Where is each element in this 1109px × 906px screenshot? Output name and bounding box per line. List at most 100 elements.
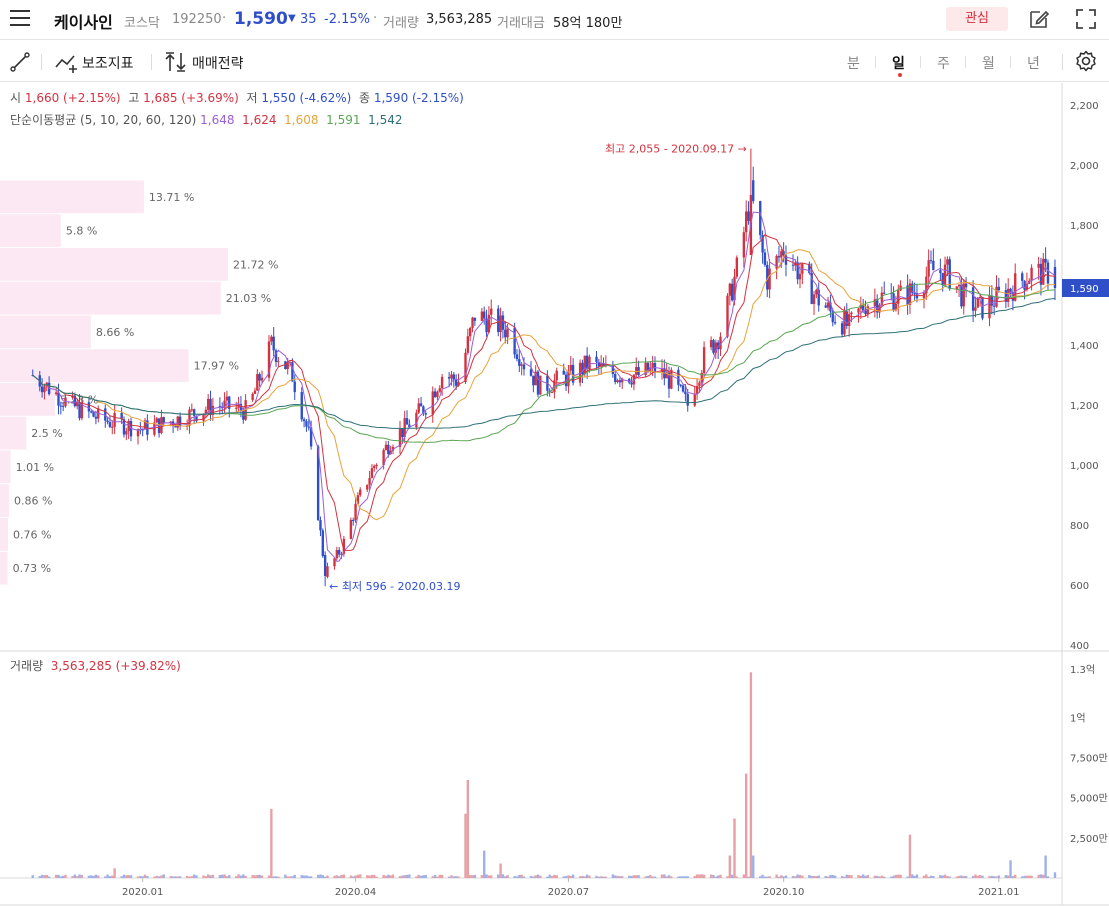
volume-bar — [389, 875, 392, 878]
favorite-button[interactable]: 관심 — [946, 7, 1008, 31]
candle-body — [810, 273, 813, 304]
volume-bar — [635, 875, 638, 878]
period-day[interactable]: 일 — [892, 56, 905, 72]
candle-body — [730, 283, 734, 301]
volume-bar — [651, 876, 654, 878]
volume-bar — [94, 874, 98, 878]
candle-body — [309, 427, 313, 447]
period-week[interactable]: 주 — [937, 56, 950, 72]
candle-body — [237, 403, 240, 408]
candle-body — [974, 307, 977, 311]
candle-body — [305, 421, 308, 427]
volume-bar — [515, 876, 519, 878]
volume-bar — [766, 876, 769, 878]
volume-bar — [728, 855, 732, 878]
volume-bar — [43, 875, 46, 878]
volume-bar — [700, 874, 703, 878]
strategy-icon — [165, 52, 186, 72]
volume-bar — [1028, 875, 1031, 878]
candle-body — [520, 364, 523, 366]
volume-bar — [632, 875, 636, 878]
volume-bar — [337, 876, 341, 878]
candle-body — [146, 420, 149, 435]
volume-bar — [108, 876, 112, 878]
volume-bar — [221, 874, 224, 878]
volume-bar — [899, 874, 902, 878]
candle-body — [405, 418, 409, 425]
candle-body — [43, 386, 46, 393]
volume-bar — [988, 876, 991, 878]
candle-body — [709, 340, 713, 348]
edit-icon[interactable] — [1028, 8, 1050, 30]
volume-bar — [45, 874, 48, 878]
candle-body — [745, 211, 748, 233]
candle-body — [286, 362, 289, 370]
candle-body — [585, 355, 589, 370]
volume-bar — [171, 876, 175, 878]
candle-body — [457, 381, 460, 386]
volume-bar — [569, 875, 572, 878]
stock-chart[interactable]: 2,2002,0001,8001,6001,4001,2001,00080060… — [0, 83, 1109, 906]
candle-body — [997, 286, 1001, 291]
volume-bar — [695, 874, 699, 878]
volume-bar — [831, 874, 834, 878]
volume-bar — [843, 876, 846, 878]
volume-profile-bar — [0, 180, 144, 214]
candle-body — [635, 367, 638, 375]
volume-bar — [382, 874, 385, 878]
candle-body — [54, 392, 58, 395]
candle-body — [939, 270, 942, 273]
volume-bar — [319, 874, 322, 878]
volume-bar — [1053, 872, 1057, 878]
volume-bar — [92, 875, 95, 878]
ohlc-legend: 시 1,660 (+2.15%) 고 1,685 (+3.69%) 저 1,55… — [10, 89, 464, 106]
candle-body — [702, 347, 706, 374]
volume-bar — [637, 875, 640, 878]
draw-line-icon[interactable] — [10, 52, 30, 72]
volume-bar — [529, 875, 533, 878]
volume-bar — [693, 876, 696, 878]
volume-bar — [709, 874, 713, 878]
volume-bar — [815, 875, 818, 878]
volume-bar — [927, 876, 930, 878]
current-price-tag-label: 1,590 — [1070, 284, 1099, 295]
ma10-value: 1,624 — [242, 113, 277, 127]
candle-body — [155, 418, 158, 423]
candle-body — [684, 391, 687, 395]
volume-bar — [974, 874, 977, 878]
volume-profile-bar — [0, 214, 61, 247]
volume-legend-value: 3,563,285 (+39.82%) — [50, 659, 181, 673]
candle-body — [761, 235, 764, 253]
candle-body — [824, 305, 827, 308]
volume-bar — [305, 875, 308, 878]
volume-bar — [829, 875, 832, 878]
volume-bar — [228, 875, 231, 878]
period-year[interactable]: 년 — [1027, 56, 1040, 72]
volume-bar — [113, 868, 116, 878]
volume-bar — [483, 850, 486, 878]
volume-bar — [258, 874, 261, 878]
candle-body — [228, 396, 231, 409]
fullscreen-icon[interactable] — [1075, 8, 1097, 30]
volume-legend-label: 거래량 — [10, 659, 44, 673]
volume-bar — [490, 875, 493, 878]
volume-bar — [581, 876, 584, 878]
gear-icon[interactable] — [1075, 50, 1097, 72]
period-minute[interactable]: 분 — [847, 56, 860, 72]
menu-icon[interactable] — [10, 10, 30, 28]
volume-bar — [497, 874, 500, 878]
candle-body — [815, 289, 818, 295]
volume-bar — [464, 813, 467, 878]
candle-body — [845, 311, 848, 326]
volume-bar — [777, 876, 781, 878]
candle-body — [522, 364, 526, 370]
candle-body — [422, 406, 425, 414]
volume-bar — [223, 874, 226, 878]
candle-body — [529, 369, 533, 376]
volume-bar — [649, 874, 652, 878]
period-month[interactable]: 월 — [982, 56, 995, 72]
volume-bar — [354, 875, 357, 878]
volume-bar — [578, 876, 582, 878]
candle-body — [490, 308, 493, 315]
candle-body — [284, 361, 287, 370]
